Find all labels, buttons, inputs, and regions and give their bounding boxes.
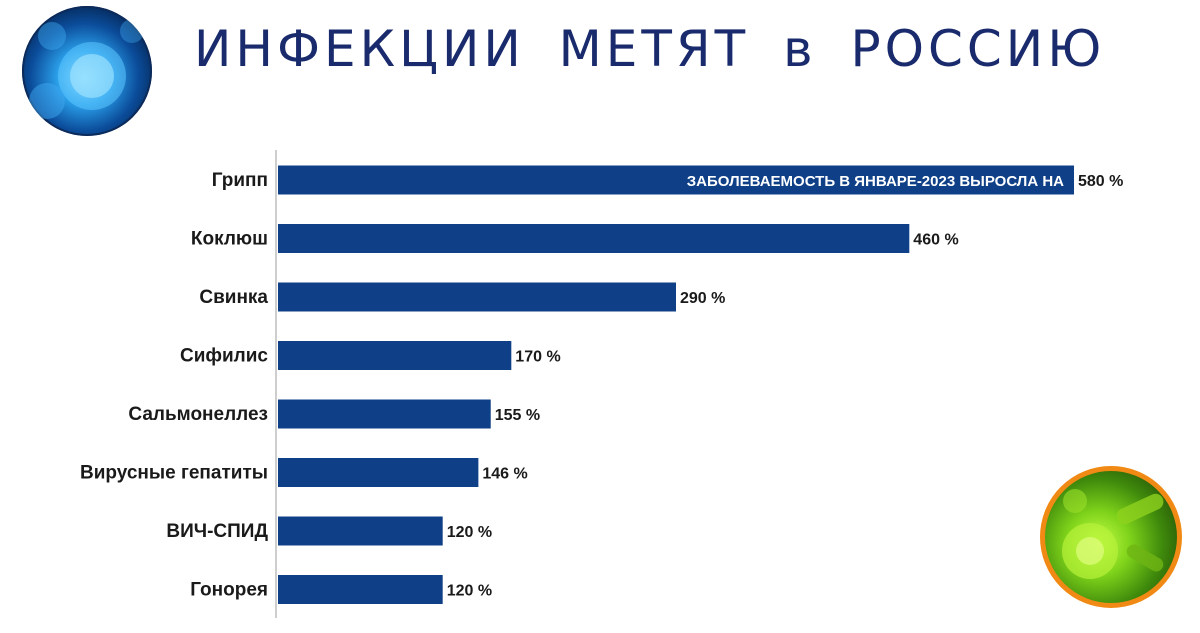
bar <box>278 165 1074 195</box>
data-label: 170 % <box>515 349 560 366</box>
data-label: 146 % <box>482 466 527 483</box>
bar <box>278 224 910 253</box>
virus-cells-icon <box>22 6 152 136</box>
data-label: 290 % <box>680 290 725 307</box>
page-title: ИНФЕКЦИИ МЕТЯТ в РОССИЮ <box>194 20 1106 78</box>
category-label: Свинка <box>199 287 268 308</box>
category-label: Сифилис <box>180 346 268 367</box>
data-label: 120 % <box>447 583 492 600</box>
bar <box>278 341 512 370</box>
bar <box>278 516 443 546</box>
bar <box>278 575 443 604</box>
data-label: 120 % <box>447 524 492 541</box>
data-label: 155 % <box>495 407 540 424</box>
category-label: Грипп <box>212 170 268 191</box>
bar <box>278 399 491 429</box>
bar <box>278 458 479 487</box>
data-label: 580 % <box>1078 173 1123 190</box>
bar <box>278 282 676 312</box>
bar-annotation: ЗАБОЛЕВАЕМОСТЬ В ЯНВАРЕ-2023 ВЫРОСЛА НА <box>687 173 1064 190</box>
category-label: Вирусные гепатиты <box>80 463 268 484</box>
data-label: 460 % <box>913 232 958 249</box>
category-label: Гонорея <box>190 580 268 601</box>
category-label: Сальмонеллез <box>128 404 268 425</box>
category-label: ВИЧ-СПИД <box>166 521 268 542</box>
chart-svg: Грипп 580 % ЗАБОЛЕВАЕМОСТЬ В ЯНВАРЕ-2023 В… <box>80 150 1123 618</box>
category-label: Коклюш <box>191 229 268 250</box>
bacteria-icon <box>1040 466 1182 608</box>
bar-chart: Грипп 580 % ЗАБОЛЕВАЕМОСТЬ В ЯНВАРЕ-2023 В… <box>0 140 1200 628</box>
